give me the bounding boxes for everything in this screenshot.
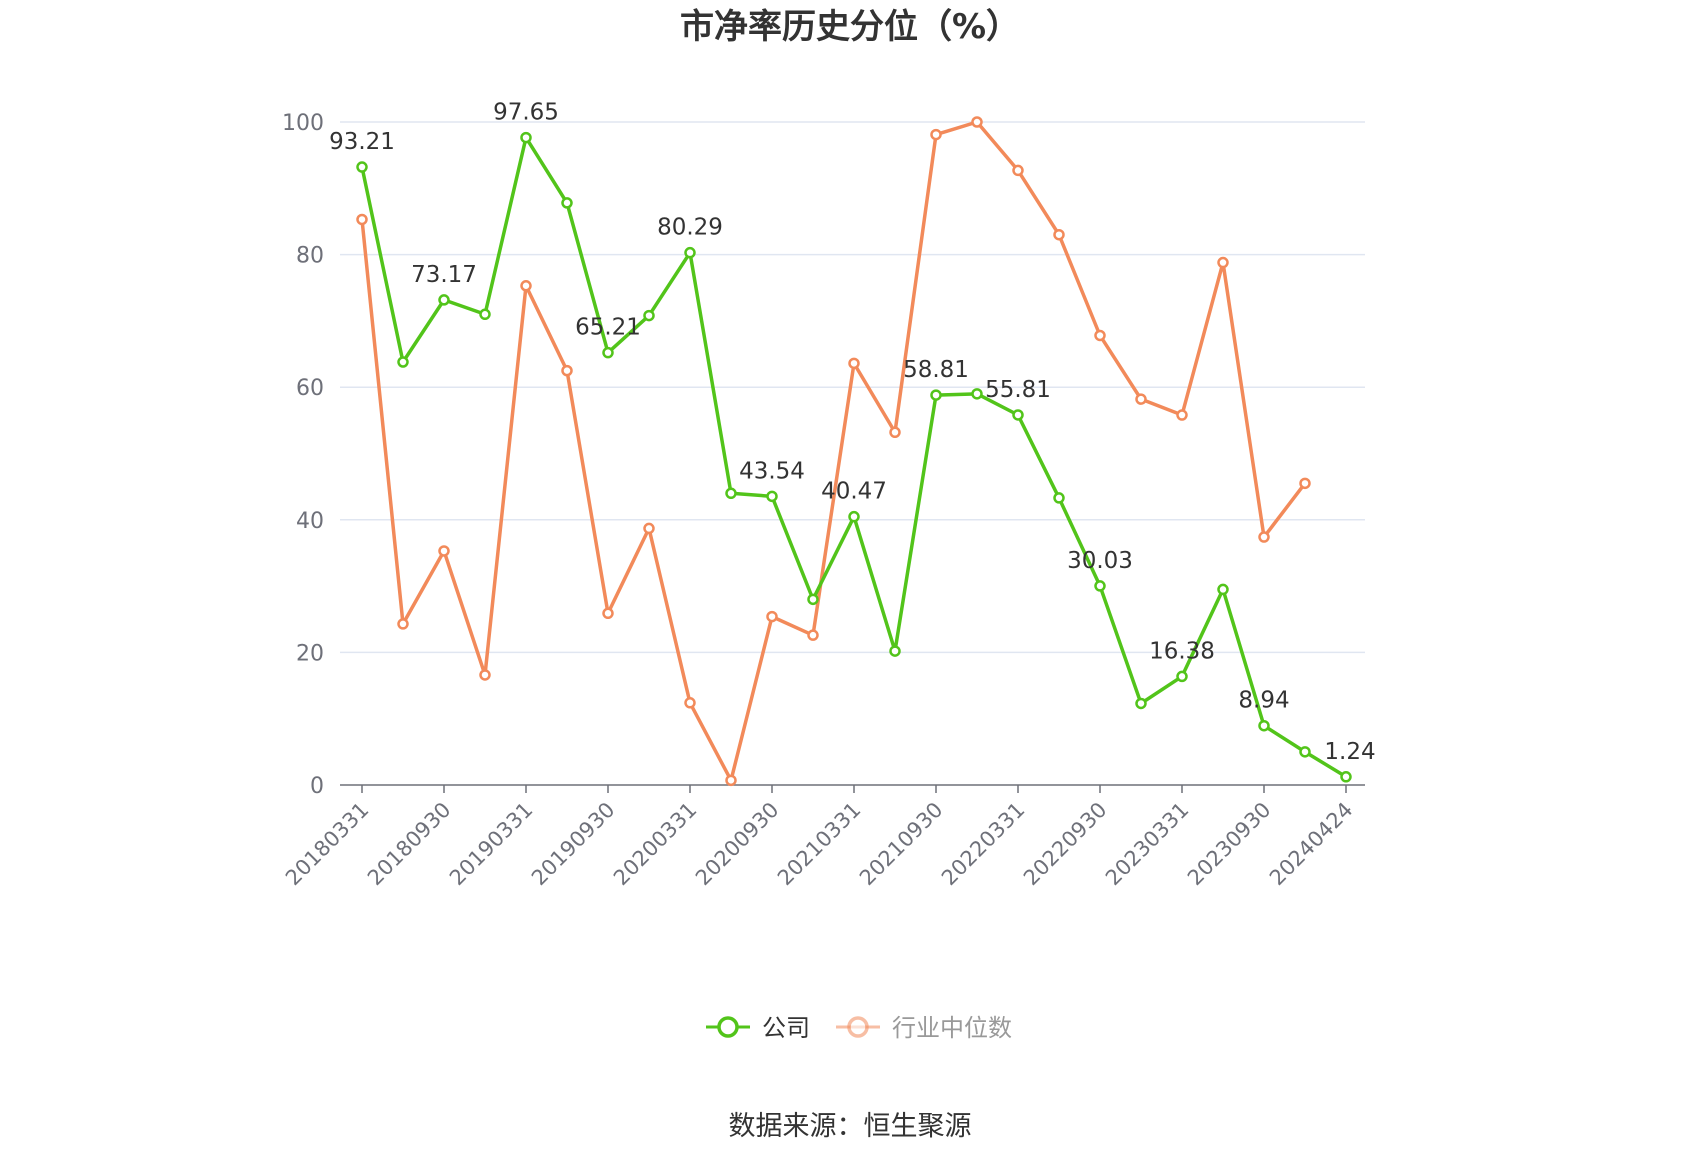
- industry-point[interactable]: [561, 364, 573, 377]
- industry-point[interactable]: [1176, 409, 1188, 421]
- industry-point[interactable]: [438, 545, 450, 557]
- industry-point[interactable]: [807, 629, 819, 641]
- y-tick-label: 20: [296, 641, 324, 666]
- company-point[interactable]: [1176, 670, 1188, 683]
- company-point[interactable]: [479, 308, 491, 321]
- x-tick-label: 20180331: [281, 798, 374, 891]
- industry-point[interactable]: [889, 426, 901, 439]
- x-tick-label: 20180930: [363, 798, 456, 891]
- company-point[interactable]: [1258, 719, 1270, 732]
- series-industry-median: [356, 116, 1311, 787]
- y-tick-label: 80: [296, 244, 324, 269]
- company-point[interactable]: [1217, 583, 1229, 596]
- company-data-label: 58.81: [903, 357, 969, 383]
- industry-point[interactable]: [479, 669, 491, 681]
- company-data-label: 16.38: [1149, 638, 1215, 664]
- industry-point[interactable]: [1053, 228, 1065, 241]
- x-tick-label: 20210930: [855, 798, 948, 891]
- legend-company-marker: [717, 1016, 739, 1038]
- chart-title: 市净率历史分位（%）: [680, 7, 1020, 47]
- y-axis: 0 20 40 60 80 100: [282, 111, 324, 799]
- x-tick-label: 20230930: [1183, 798, 1276, 891]
- company-point[interactable]: [1299, 746, 1311, 758]
- industry-point[interactable]: [1094, 329, 1106, 342]
- industry-point[interactable]: [520, 280, 532, 292]
- industry-point[interactable]: [1135, 393, 1147, 405]
- industry-point[interactable]: [397, 618, 409, 630]
- industry-point[interactable]: [356, 213, 368, 226]
- company-point[interactable]: [766, 490, 778, 503]
- company-point[interactable]: [930, 389, 942, 401]
- industry-point[interactable]: [1217, 256, 1229, 269]
- company-point[interactable]: [561, 197, 573, 209]
- industry-point[interactable]: [1258, 531, 1270, 543]
- company-data-label: 93.21: [329, 129, 395, 155]
- company-point[interactable]: [889, 645, 901, 657]
- company-data-label: 65.21: [575, 315, 641, 341]
- legend[interactable]: 公司 行业中位数: [706, 1014, 1012, 1042]
- company-data-label: 43.54: [739, 458, 805, 484]
- data-source: 数据来源：恒生聚源: [729, 1111, 972, 1142]
- company-point[interactable]: [848, 510, 860, 523]
- legend-company-label: 公司: [762, 1014, 810, 1042]
- company-point[interactable]: [1135, 697, 1147, 710]
- company-data-label: 1.24: [1324, 739, 1375, 765]
- y-tick-label: 100: [282, 111, 324, 136]
- industry-point[interactable]: [1299, 477, 1311, 490]
- x-tick-label: 20200331: [609, 798, 702, 891]
- company-data-label: 73.17: [411, 262, 477, 288]
- industry-point[interactable]: [971, 116, 983, 128]
- company-data-label: 97.65: [493, 100, 559, 126]
- company-point[interactable]: [1012, 409, 1024, 421]
- company-data-label: 30.03: [1067, 548, 1133, 574]
- y-tick-label: 60: [296, 376, 324, 401]
- industry-point[interactable]: [725, 774, 737, 787]
- x-tick-label: 20200930: [691, 798, 784, 891]
- company-data-label: 80.29: [657, 215, 723, 241]
- grid-lines: [340, 121, 1365, 654]
- company-data-label: 40.47: [821, 479, 887, 505]
- series-company: [356, 131, 1352, 783]
- industry-point[interactable]: [643, 522, 655, 535]
- legend-item-industry-median[interactable]: 行业中位数: [836, 1014, 1012, 1042]
- industry-point[interactable]: [766, 610, 778, 623]
- industry-point[interactable]: [848, 357, 860, 370]
- company-point[interactable]: [725, 487, 737, 500]
- x-tick-label: 20220331: [937, 798, 1030, 891]
- company-point[interactable]: [397, 356, 409, 368]
- x-axis: 2018033120180930201903312019093020200331…: [281, 784, 1365, 891]
- industry-line: [360, 120, 1307, 783]
- legend-item-company[interactable]: 公司: [706, 1014, 810, 1042]
- company-point[interactable]: [1094, 580, 1106, 592]
- company-point[interactable]: [520, 131, 532, 144]
- x-tick-label: 20190331: [445, 798, 538, 891]
- legend-industry-label: 行业中位数: [892, 1014, 1012, 1042]
- x-tick-label: 20230331: [1101, 798, 1194, 891]
- company-data-label: 8.94: [1238, 688, 1289, 714]
- industry-point[interactable]: [684, 697, 696, 709]
- legend-industry-marker: [847, 1016, 869, 1038]
- x-tick-label: 20240424: [1265, 798, 1358, 891]
- company-point[interactable]: [807, 593, 819, 606]
- data-labels: 93.21 73.17 97.65 65.21 80.29 43.54 40.47 58.81…: [329, 100, 1376, 765]
- company-point[interactable]: [356, 161, 368, 173]
- company-point[interactable]: [643, 309, 655, 322]
- company-data-label: 55.81: [985, 377, 1051, 403]
- company-point[interactable]: [1340, 771, 1352, 783]
- industry-point[interactable]: [1012, 164, 1024, 177]
- company-point[interactable]: [971, 388, 983, 400]
- x-tick-label: 20220930: [1019, 798, 1112, 891]
- company-point[interactable]: [684, 246, 696, 259]
- company-point[interactable]: [602, 346, 614, 359]
- y-tick-label: 40: [296, 509, 324, 534]
- x-tick-label: 20190930: [527, 798, 620, 891]
- industry-point[interactable]: [930, 128, 942, 141]
- company-point[interactable]: [1053, 492, 1065, 504]
- y-tick-label: 0: [310, 774, 324, 799]
- company-point[interactable]: [438, 294, 450, 306]
- industry-point[interactable]: [602, 607, 614, 620]
- series-layer: [356, 116, 1352, 787]
- x-tick-label: 20210331: [773, 798, 866, 891]
